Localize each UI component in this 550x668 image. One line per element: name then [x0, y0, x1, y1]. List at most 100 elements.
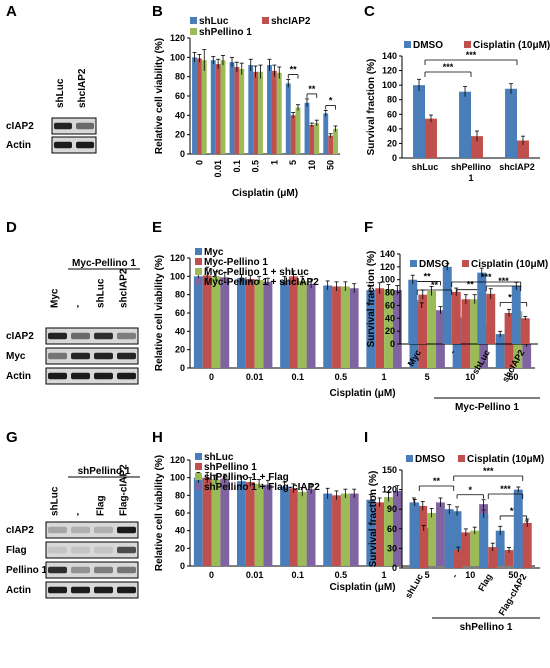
blot-row-label: Myc: [6, 351, 26, 362]
panel-label-b: B: [152, 3, 163, 20]
bar: [495, 530, 505, 566]
bar: [285, 83, 291, 154]
bracket-label: **: [431, 280, 439, 290]
bar: [470, 530, 480, 566]
bar: [306, 283, 316, 368]
legend-label: DMSO: [415, 454, 445, 465]
bar: [413, 85, 425, 158]
bar: [488, 547, 498, 568]
bar: [192, 57, 197, 155]
y-tick-label: 60: [175, 508, 185, 518]
bar: [280, 486, 289, 566]
bar: [245, 482, 255, 566]
blot-d: Myc-Pellino 1 Myc - shLuc shcIAP2 cIAP2 Myc Act…: [6, 258, 140, 385]
y-axis-label: Survival fraction (%): [366, 59, 377, 156]
bracket-label: ***: [443, 62, 454, 72]
blot-band: [117, 546, 136, 554]
legend-swatch: [458, 455, 465, 462]
bar: [323, 113, 329, 154]
bar: [215, 64, 221, 154]
blot-row-label: Actin: [6, 371, 31, 382]
lane-label: -: [73, 513, 84, 516]
footer-label: Myc-Pellino 1: [455, 402, 519, 413]
x-tick-label: shLuc: [403, 572, 425, 600]
legend-swatch: [410, 260, 417, 267]
x-tick-label: 0: [209, 570, 214, 580]
x-tick-label: shLuc: [412, 162, 439, 172]
blot-row-label: cIAP2: [6, 525, 34, 536]
bar: [295, 107, 301, 154]
blot-band: [71, 526, 90, 534]
y-tick-label: 40: [175, 326, 185, 336]
blot-band: [94, 566, 113, 574]
bar: [220, 277, 230, 368]
blot-band: [117, 586, 136, 594]
bar: [306, 489, 316, 566]
y-tick-label: 120: [170, 253, 185, 263]
x-tick-label-line: 0: [209, 372, 214, 382]
y-tick-label: 0: [180, 561, 185, 571]
legend-label: shPellino 1 + Flag-cIAP2: [204, 482, 320, 493]
legend-label: Myc-Pellino 1 + shcIAP2: [204, 277, 319, 288]
y-tick-label: 40: [387, 124, 397, 134]
x-tick-label-line: 0.5: [335, 372, 348, 382]
y-tick-label: 140: [382, 51, 397, 61]
bar: [384, 497, 393, 566]
legend-swatch: [406, 455, 413, 462]
x-tick-label: 50: [508, 570, 518, 580]
bar: [201, 60, 207, 154]
x-tick-label: 0: [209, 372, 214, 382]
y-tick-label: 120: [170, 455, 185, 465]
x-tick-label-line: 0: [209, 570, 214, 580]
sig-mark: *: [469, 485, 473, 495]
panel-label-a: A: [6, 3, 17, 20]
blot-header: shPellino 1: [78, 466, 131, 477]
x-tick-label: 0: [194, 160, 204, 165]
y-tick-label: 60: [175, 308, 185, 318]
bar: [211, 479, 221, 566]
lane-label: Flag-cIAP2: [119, 464, 130, 516]
blot-band: [71, 586, 90, 594]
bar: [452, 511, 462, 566]
x-tick-label-line: 1: [468, 173, 473, 183]
sig-mark: **: [424, 271, 432, 281]
legend-label: Cisplatin (10μM): [467, 454, 544, 465]
bar: [425, 118, 437, 158]
bar: [239, 68, 245, 154]
y-tick-label: 60: [385, 300, 395, 310]
x-tick-label: 0.5: [251, 160, 261, 173]
y-tick-label: 0: [392, 563, 397, 573]
bar: [229, 62, 235, 154]
bar: [427, 291, 437, 368]
bar: [304, 102, 310, 154]
blot-strip: [45, 367, 139, 385]
x-tick-label-line: 1: [382, 570, 387, 580]
sig-mark: **: [510, 506, 518, 516]
bar: [504, 313, 514, 368]
bar: [288, 488, 298, 566]
legend-label: Myc-Pellino 1 + shLuc: [204, 267, 309, 278]
bar: [237, 481, 246, 566]
lane-label: shcIAP2: [119, 268, 130, 308]
bar: [349, 493, 359, 566]
blot-band: [48, 372, 67, 380]
y-tick-label: 0: [180, 149, 185, 159]
bar: [366, 290, 376, 368]
bar: [504, 550, 514, 566]
y-tick-label: 80: [175, 290, 185, 300]
bar: [309, 125, 315, 154]
bar: [495, 334, 505, 368]
bar: [253, 71, 259, 154]
lane-label: shLuc: [50, 486, 61, 516]
y-tick-label: 120: [170, 33, 185, 43]
blot-strip: [45, 561, 139, 579]
y-tick-label: 120: [382, 485, 397, 495]
bar: [234, 67, 240, 154]
y-axis-label: Relative cell viability (%): [154, 455, 165, 571]
bar: [511, 286, 521, 344]
panel-label-c: C: [364, 3, 375, 20]
x-tick-label: 1: [382, 570, 387, 580]
bar: [453, 549, 463, 568]
